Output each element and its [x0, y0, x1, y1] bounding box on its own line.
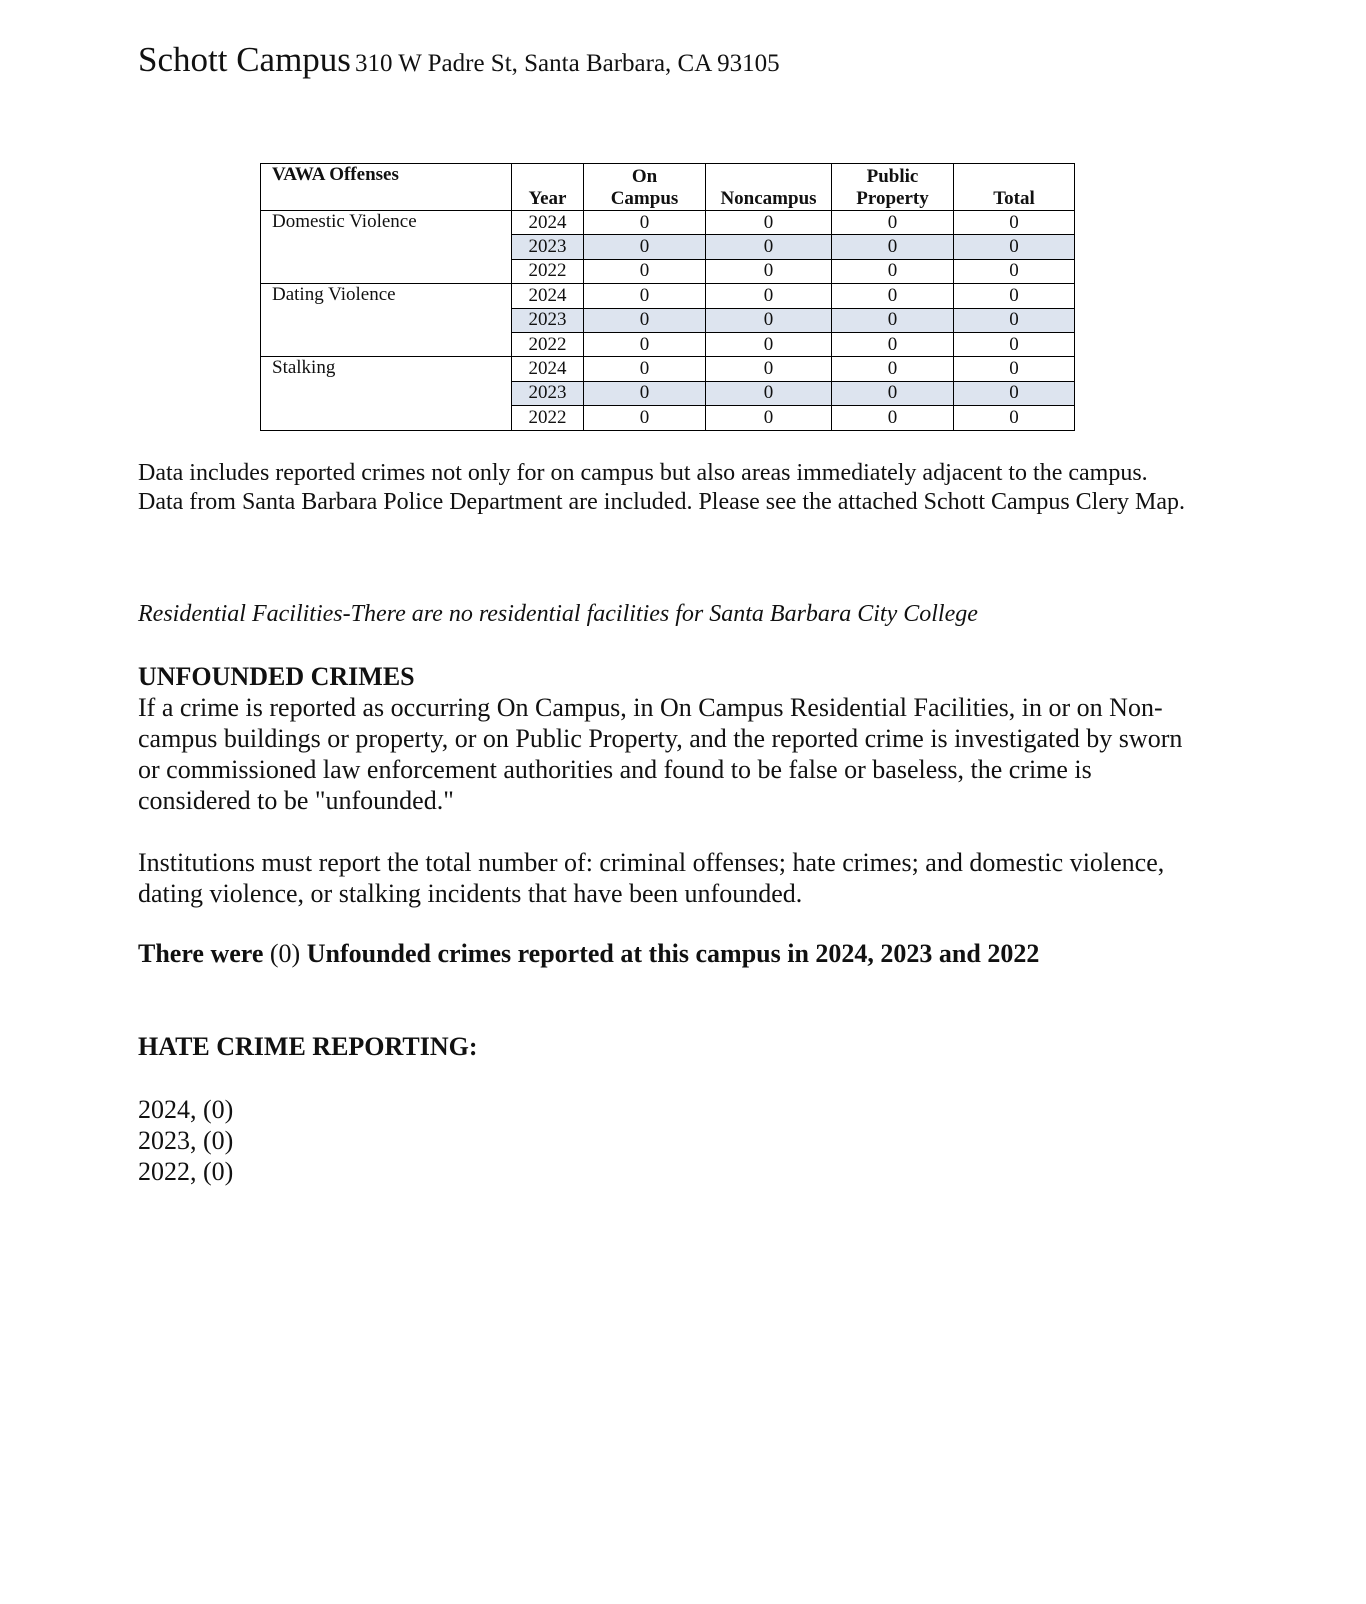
- unfounded-statement: There were (0) Unfounded crimes reported…: [138, 939, 1198, 969]
- value-cell: 0: [953, 331, 1075, 358]
- column-header: Total: [953, 163, 1075, 211]
- value-cell: 0: [705, 209, 832, 236]
- value-cell: 0: [831, 307, 954, 333]
- hate-crime-list: 2024, (0) 2023, (0) 2022, (0): [138, 1094, 1198, 1187]
- value-cell: 0: [831, 356, 954, 382]
- table-row: 2023 0 0 0 0: [261, 380, 1075, 407]
- value-cell: 0: [953, 234, 1075, 260]
- value-cell: 0: [831, 258, 954, 285]
- value-cell: 0: [953, 209, 1075, 236]
- table-row: 2022 0 0 0 0: [261, 331, 1075, 358]
- campus-name: Schott Campus: [138, 40, 351, 79]
- value-cell: 0: [583, 307, 706, 333]
- statement-part: Unfounded crimes reported at this campus…: [300, 939, 1040, 968]
- value-cell: 0: [705, 380, 832, 407]
- table-row: 2022 0 0 0 0: [261, 405, 1075, 431]
- value-cell: 0: [831, 380, 954, 407]
- value-cell: 0: [705, 405, 832, 431]
- residential-note: Residential Facilities-There are no resi…: [138, 601, 978, 627]
- value-cell: 0: [705, 307, 832, 333]
- hate-crime-line: 2022, (0): [138, 1157, 234, 1186]
- year-cell: 2023: [511, 307, 584, 333]
- column-header: Public Property: [831, 163, 954, 211]
- year-cell: 2024: [511, 209, 584, 236]
- value-cell: 0: [831, 209, 954, 236]
- year-cell: 2022: [511, 331, 584, 358]
- table-row: 2023 0 0 0 0: [261, 234, 1075, 260]
- hate-crime-line: 2024, (0): [138, 1095, 234, 1124]
- value-cell: 0: [831, 405, 954, 431]
- year-cell: 2024: [511, 283, 584, 309]
- year-cell: 2022: [511, 258, 584, 285]
- value-cell: 0: [583, 234, 706, 260]
- value-cell: 0: [953, 405, 1075, 431]
- offense-cell: Domestic Violence: [260, 209, 512, 285]
- table-row: Dating Violence 2024 0 0 0 0: [260, 283, 1075, 358]
- institutions-text: Institutions must report the total numbe…: [138, 848, 1165, 908]
- value-cell: 0: [831, 331, 954, 358]
- unfounded-heading: UNFOUNDED CRIMES: [138, 662, 415, 691]
- year-cell: 2023: [511, 234, 584, 260]
- table-row: Domestic Violence 2024 0 0 0 0: [260, 209, 1075, 285]
- value-cell: 0: [705, 356, 832, 382]
- offense-cell: Dating Violence: [260, 283, 512, 358]
- column-header: On Campus: [583, 163, 706, 211]
- vawa-table: VAWA Offenses Year On Campus Noncampus Public…: [260, 163, 1075, 431]
- data-note: Data includes reported crimes not only f…: [138, 460, 1185, 515]
- year-cell: 2023: [511, 380, 584, 407]
- value-cell: 0: [583, 283, 706, 309]
- page-title: Schott Campus 310 W Padre St, Santa Barb…: [138, 40, 780, 80]
- value-cell: 0: [705, 258, 832, 285]
- value-cell: 0: [831, 234, 954, 260]
- table-row: Stalking 2024 0 0 0 0: [260, 356, 1075, 431]
- value-cell: 0: [583, 209, 706, 236]
- value-cell: 0: [705, 331, 832, 358]
- value-cell: 0: [583, 405, 706, 431]
- unfounded-section: UNFOUNDED CRIMES If a crime is reported …: [138, 661, 1198, 816]
- value-cell: 0: [583, 258, 706, 285]
- statement-count: (0): [269, 939, 301, 968]
- unfounded-body: If a crime is reported as occurring On C…: [138, 693, 1183, 815]
- year-cell: 2022: [511, 405, 584, 431]
- statement-part: There were: [138, 939, 270, 968]
- value-cell: 0: [583, 331, 706, 358]
- value-cell: 0: [705, 283, 832, 309]
- value-cell: 0: [953, 356, 1075, 382]
- column-header: Noncampus: [705, 163, 832, 211]
- campus-address: 310 W Padre St, Santa Barbara, CA 93105: [354, 50, 780, 77]
- table-row: 2023 0 0 0 0: [261, 307, 1075, 333]
- column-header: VAWA Offenses: [260, 163, 512, 211]
- value-cell: 0: [953, 307, 1075, 333]
- hate-crime-line: 2023, (0): [138, 1126, 234, 1155]
- value-cell: 0: [705, 234, 832, 260]
- column-header: Year: [511, 163, 584, 211]
- value-cell: 0: [953, 380, 1075, 407]
- value-cell: 0: [953, 258, 1075, 285]
- value-cell: 0: [953, 283, 1075, 309]
- value-cell: 0: [583, 356, 706, 382]
- hate-crime-heading: HATE CRIME REPORTING:: [138, 1032, 478, 1061]
- offense-cell: Stalking: [260, 356, 512, 431]
- table-row: 2022 0 0 0 0: [261, 258, 1075, 285]
- year-cell: 2024: [511, 356, 584, 382]
- value-cell: 0: [831, 283, 954, 309]
- value-cell: 0: [583, 380, 706, 407]
